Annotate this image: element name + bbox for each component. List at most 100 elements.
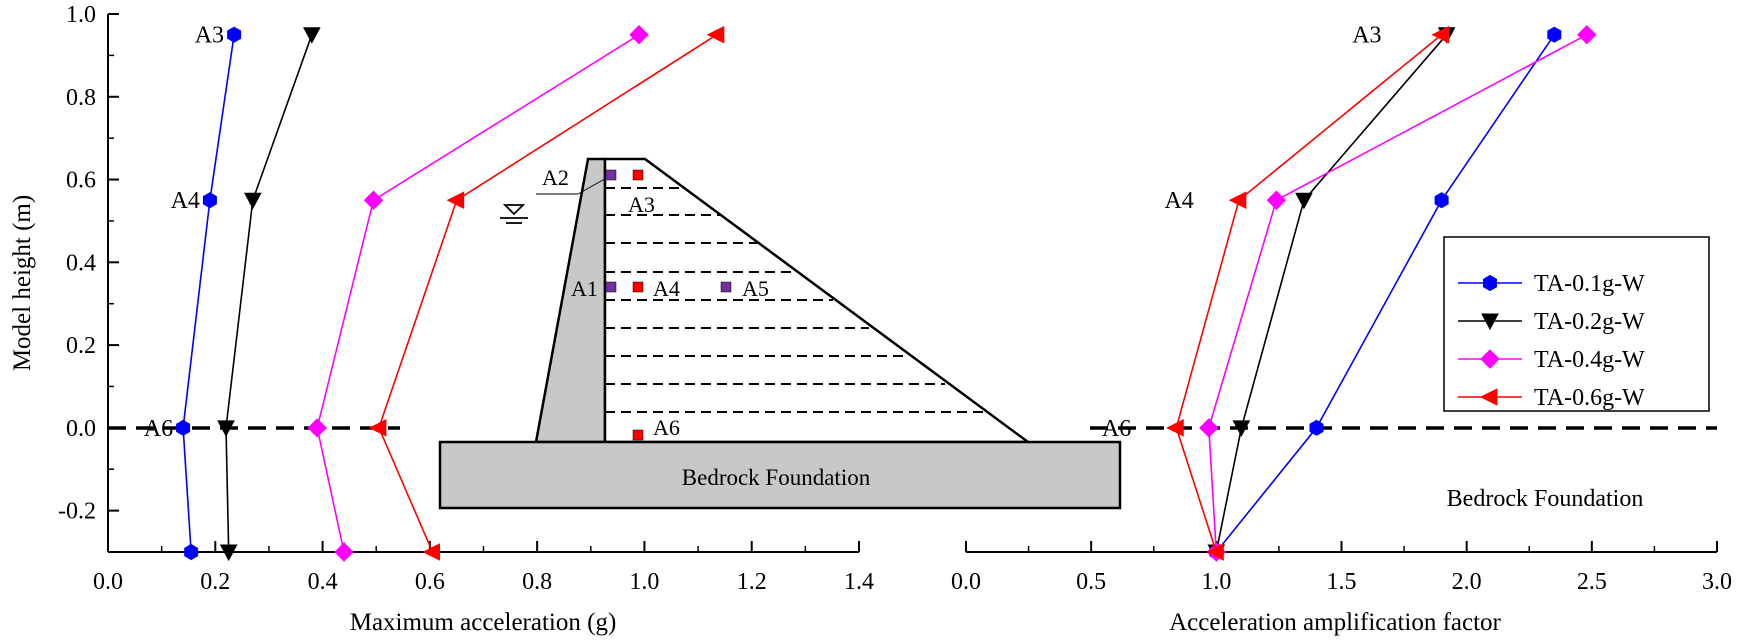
right-x-axis-title: Acceleration amplification factor xyxy=(1169,609,1501,636)
sensor-a5-label: A5 xyxy=(742,276,769,301)
left-y-axis-title: Model height (m) xyxy=(9,195,36,371)
legend-label-ta-0-6g-w: TA-0.6g-W xyxy=(1534,385,1645,411)
left-point-ta-0-2g-w xyxy=(244,192,262,210)
legend-marker-ta-0-2g-w xyxy=(1481,313,1499,331)
legend-label-ta-0-4g-w: TA-0.4g-W xyxy=(1534,347,1645,373)
right-point-ta-0-1g-w xyxy=(1547,26,1562,43)
left-point-ta-0-6g-w xyxy=(446,191,465,210)
left-point-ta-0-4g-w xyxy=(629,24,649,45)
left-x-tick-label: 0.2 xyxy=(200,569,230,595)
right-series-line-ta-0-4g-w xyxy=(1207,33,1588,553)
right-bedrock-label: Bedrock Foundation xyxy=(1447,486,1644,512)
legend-label-ta-0-1g-w: TA-0.1g-W xyxy=(1534,271,1645,297)
legend: TA-0.1g-W TA-0.2g-W TA-0.4g-W TA-0.6g-W xyxy=(1443,236,1710,412)
a2-leader-diagonal xyxy=(577,175,611,195)
right-point-ta-0-6g-w xyxy=(1228,191,1247,210)
dam-diagram: Bedrock Foundation A2 A3 A1 A4 A5 A6 xyxy=(438,157,1122,510)
left-y-ticks: -0.2 0.0 0.2 0.4 0.6 0.8 1.0 xyxy=(58,2,119,553)
right-point-ta-0-1g-w xyxy=(1434,192,1449,209)
left-series-line-ta-0-4g-w xyxy=(316,34,640,553)
sensor-a1 xyxy=(605,281,617,293)
dam-layer-lines xyxy=(605,187,983,413)
right-annotation-a6: A6 xyxy=(1102,416,1131,442)
legend-marker-ta-0-1g-w xyxy=(1483,274,1497,292)
sensor-a6-label: A6 xyxy=(653,415,680,440)
left-point-ta-0-6g-w xyxy=(706,25,725,44)
left-annotation-a3: A3 xyxy=(195,23,224,49)
left-x-tick-label: 0.8 xyxy=(522,569,552,595)
sensor-a5 xyxy=(720,281,732,293)
right-point-ta-0-6g-w xyxy=(1431,25,1450,44)
left-series-group xyxy=(176,24,725,562)
right-point-ta-0-2g-w xyxy=(1232,420,1251,437)
left-x-tick-label: 0.0 xyxy=(93,569,123,595)
right-point-ta-0-4g-w xyxy=(1199,418,1219,438)
legend-marker-ta-0-6g-w xyxy=(1479,388,1498,406)
left-point-ta-0-1g-w xyxy=(176,419,191,436)
left-point-ta-0-1g-w xyxy=(184,543,199,561)
left-point-ta-0-2g-w xyxy=(303,27,321,44)
left-y-tick-label: 0.6 xyxy=(66,168,96,194)
right-series-group xyxy=(1166,24,1597,562)
legend-label-ta-0-2g-w: TA-0.2g-W xyxy=(1534,309,1645,335)
right-point-ta-0-2g-w xyxy=(1295,192,1313,210)
left-series-line-ta-0-6g-w xyxy=(378,34,718,553)
left-y-tick-label: 0.8 xyxy=(66,85,96,111)
sensor-a1-label: A1 xyxy=(571,276,598,301)
right-series-line-ta-0-1g-w xyxy=(1215,34,1555,553)
right-chart-panel: 0.0 0.5 1.0 1.5 2.0 2.5 3.0 A3 A4 A6 Acceleratio… xyxy=(951,23,1732,636)
left-y-tick-label: 0.4 xyxy=(66,250,96,276)
left-x-tick-label: 0.4 xyxy=(308,569,338,595)
right-x-tick-label: 2.0 xyxy=(1452,569,1482,595)
legend-marker-ta-0-4g-w xyxy=(1480,349,1500,369)
right-annotation-a3: A3 xyxy=(1352,23,1381,49)
right-series-line-ta-0-6g-w xyxy=(1175,34,1443,553)
left-point-ta-0-6g-w xyxy=(422,543,441,561)
left-x-ticks: 0.0 0.2 0.4 0.6 0.8 1.0 1.2 1.4 xyxy=(93,541,874,595)
left-series-line-ta-0-1g-w xyxy=(182,34,235,553)
left-point-ta-0-4g-w xyxy=(307,418,327,438)
sensor-a6 xyxy=(632,429,644,441)
sensor-a4 xyxy=(632,281,644,293)
right-point-ta-0-6g-w xyxy=(1206,543,1224,561)
right-point-ta-0-6g-w xyxy=(1166,419,1184,437)
left-series-line-ta-0-2g-w xyxy=(225,34,313,553)
left-x-tick-label: 0.6 xyxy=(415,569,445,595)
right-annotation-a4: A4 xyxy=(1164,188,1193,214)
right-annotations: A3 A4 A6 xyxy=(1102,23,1382,442)
right-x-tick-label: 2.5 xyxy=(1577,569,1607,595)
left-point-ta-0-1g-w xyxy=(227,26,242,43)
bedrock-foundation-label: Bedrock Foundation xyxy=(682,465,871,490)
sensor-a2 xyxy=(605,169,617,181)
left-y-tick-label: 1.0 xyxy=(66,2,96,28)
left-x-axis-title: Maximum acceleration (g) xyxy=(350,609,617,636)
sensor-a3 xyxy=(632,169,644,181)
left-x-tick-label: 1.0 xyxy=(629,569,659,595)
right-point-ta-0-4g-w xyxy=(1577,24,1597,45)
left-point-ta-0-4g-w xyxy=(363,190,384,210)
left-point-ta-0-4g-w xyxy=(334,542,354,562)
left-chart-panel: 0.0 0.2 0.4 0.6 0.8 1.0 1.2 1.4 -0.2 0.0 0.2 0.4 0.… xyxy=(9,2,874,636)
left-annotation-a4: A4 xyxy=(171,188,200,214)
left-x-tick-label: 1.2 xyxy=(737,569,767,595)
left-point-ta-0-2g-w xyxy=(219,544,238,562)
sensor-a3-label: A3 xyxy=(628,192,655,217)
right-x-tick-label: 1.5 xyxy=(1327,569,1357,595)
water-level-icon xyxy=(500,204,528,224)
right-x-ticks: 0.0 0.5 1.0 1.5 2.0 2.5 3.0 xyxy=(951,541,1732,595)
left-x-tick-label: 1.4 xyxy=(844,569,874,595)
bedrock-foundation xyxy=(438,440,1122,510)
right-x-tick-label: 1.0 xyxy=(1201,569,1231,595)
right-series-line-ta-0-2g-w xyxy=(1215,34,1448,553)
left-y-tick-label: 0.0 xyxy=(66,416,96,442)
left-annotations: A3 A4 A6 xyxy=(144,23,224,442)
left-annotation-a6: A6 xyxy=(144,416,173,442)
left-y-tick-label: -0.2 xyxy=(58,499,96,525)
left-point-ta-0-6g-w xyxy=(368,419,387,437)
right-x-tick-label: 0.0 xyxy=(951,569,981,595)
sensor-a2-label: A2 xyxy=(542,165,569,190)
right-point-ta-0-1g-w xyxy=(1309,419,1324,436)
sensor-a4-label: A4 xyxy=(653,276,680,301)
left-point-ta-0-2g-w xyxy=(217,420,235,437)
